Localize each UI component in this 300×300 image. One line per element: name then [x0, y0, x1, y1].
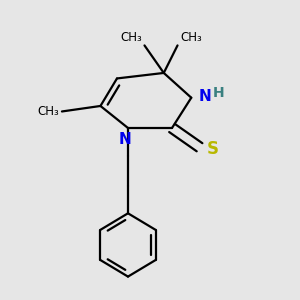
Text: CH₃: CH₃ [38, 105, 59, 118]
Text: CH₃: CH₃ [180, 31, 202, 44]
Text: N: N [119, 132, 132, 147]
Text: H: H [213, 86, 224, 100]
Text: CH₃: CH₃ [120, 31, 142, 44]
Text: S: S [206, 140, 218, 158]
Text: N: N [198, 89, 211, 104]
